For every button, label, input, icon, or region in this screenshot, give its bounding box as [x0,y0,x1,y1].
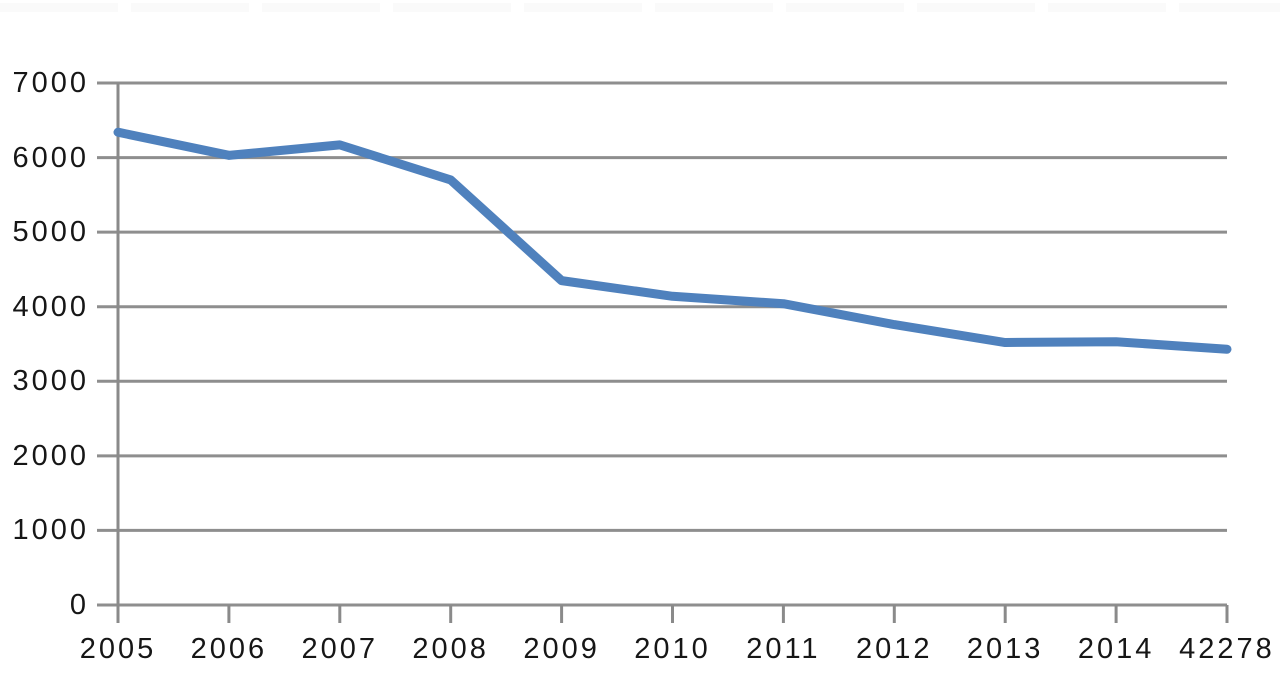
x-axis-tick-label: 2011 [746,633,821,665]
cropped-top-artifact [0,3,1280,12]
y-gridlines [97,81,1227,607]
x-axis-tick-label: 2009 [523,633,600,665]
x-axis-tick-label: 42278 [1179,633,1275,665]
x-axis-tick-label: 2006 [190,633,268,665]
x-axis-tick-label: 2007 [301,633,379,665]
x-axis-tick-label: 2010 [634,633,711,665]
x-axis-tick-label: 2014 [1077,633,1155,665]
y-axis-tick-label: 0 [69,589,89,621]
x-axis-ticks [116,605,1229,623]
y-axis-tick-label: 2000 [12,439,89,472]
x-axis-tick-label: 2005 [79,633,157,665]
y-axis-tick-label: 3000 [12,365,89,398]
x-axis-tick-label: 2012 [856,633,933,665]
y-axis-tick-label: 4000 [12,290,89,323]
y-axis-tick-label: 7000 [12,67,89,99]
y-axis-tick-label: 1000 [12,514,89,547]
y-axis-tick-label: 6000 [12,141,89,174]
x-axis-tick-label: 2013 [966,633,1044,665]
x-axis-tick-label: 2008 [412,633,489,665]
y-axis-tick-label: 5000 [12,216,89,249]
data-series-line [113,127,1232,354]
